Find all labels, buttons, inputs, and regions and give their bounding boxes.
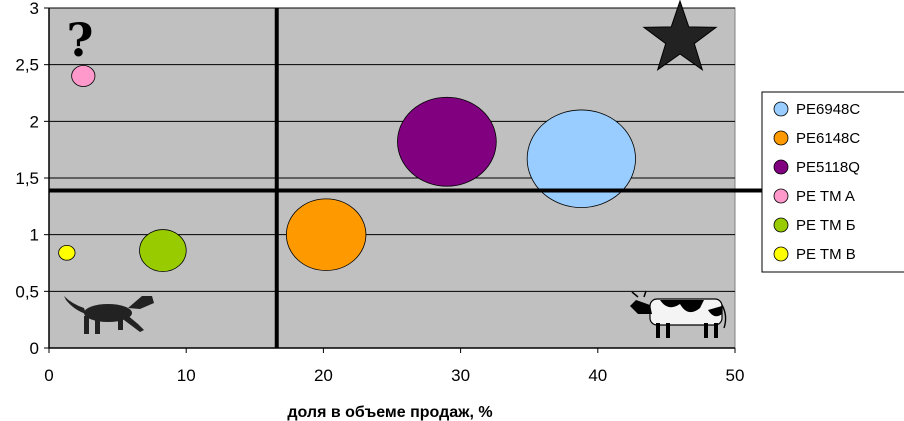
bubble-pe-tm-a: [71, 65, 96, 87]
legend-label: PE6148C: [796, 130, 860, 147]
cow-icon: [630, 290, 727, 338]
y-axis-ticks: 0 0,5 1 1,5 2 2,5 3: [15, 0, 49, 358]
y-tick-label: 0: [30, 339, 39, 358]
star-icon: [642, 0, 718, 71]
bubbles: [58, 65, 636, 272]
legend-marker: [773, 101, 789, 117]
bubble-pe-tm-b: [58, 244, 76, 261]
y-tick-label: 3: [30, 0, 39, 18]
legend-label: PE TM A: [796, 188, 855, 205]
legend-label: PE6948C: [796, 101, 860, 118]
legend-marker: [773, 130, 789, 146]
bubble-pe-tm-б: [139, 229, 187, 272]
bubble-pe6948c: [526, 109, 636, 208]
x-tick-label: 50: [726, 366, 745, 385]
y-tick-label: 0,5: [15, 282, 39, 301]
legend-label: PE TM B: [796, 246, 856, 263]
legend-marker: [773, 217, 789, 233]
legend-label: PE TM Б: [796, 217, 856, 234]
x-tick-label: 10: [177, 366, 196, 385]
bubble-pe5118q: [397, 96, 497, 187]
legend-marker: [773, 188, 789, 204]
legend-label: PE5118Q: [796, 159, 860, 176]
bubble-pe6148c: [285, 198, 367, 271]
legend-box: [761, 91, 904, 273]
y-tick-label: 1: [30, 226, 39, 245]
quadrant-dividers: [49, 8, 764, 348]
dog-icon: [64, 296, 154, 334]
x-tick-label: 40: [588, 366, 607, 385]
legend-marker: [773, 246, 789, 262]
x-tick-label: 20: [314, 366, 333, 385]
legend-marker: [773, 159, 789, 175]
x-axis-ticks: 0 10 20 30 40 50: [44, 348, 744, 385]
y-tick-label: 1,5: [15, 169, 39, 188]
x-axis-label: доля в объеме продаж, %: [287, 404, 492, 421]
y-tick-label: 2: [30, 112, 39, 131]
y-tick-label: 2,5: [15, 56, 39, 75]
question-mark-icon: ?: [67, 13, 94, 67]
x-tick-label: 30: [451, 366, 470, 385]
x-tick-label: 0: [44, 366, 53, 385]
legend: PE6948C PE6148C PE5118Q PE TM A PE TM Б PE TM…: [761, 91, 904, 273]
